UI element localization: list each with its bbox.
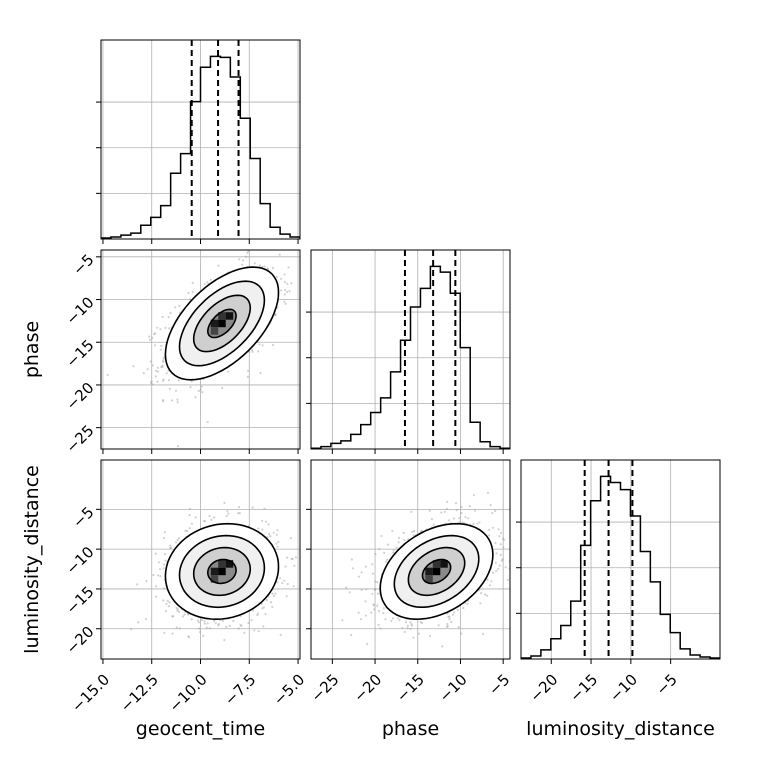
- x-tick-label-geocent_time: −15.0: [68, 671, 113, 716]
- y-tick-label-luminosity_distance: −10: [62, 543, 97, 578]
- x-tick-label-phase: −20: [350, 671, 385, 706]
- y-tick-label-phase: −20: [62, 379, 97, 414]
- y-tick-label-luminosity_distance: −5: [69, 503, 97, 531]
- x-tick-label-luminosity_distance: −15: [566, 671, 601, 706]
- contour-line: [407, 546, 466, 597]
- x-tick-label-phase: −5: [485, 671, 513, 699]
- y-tick-label-phase: −10: [62, 293, 97, 328]
- joint-panel-phase-luminosity_distance: [306, 459, 511, 664]
- x-axis-label-luminosity_distance: luminosity_distance: [526, 718, 715, 740]
- x-tick-label-luminosity_distance: −5: [653, 671, 681, 699]
- contour-line: [379, 522, 494, 621]
- joint-plot-area: [311, 460, 510, 659]
- y-tick-label-luminosity_distance: −15: [62, 583, 97, 618]
- contour-line: [206, 308, 237, 339]
- histogram-panel-phase: [306, 249, 511, 454]
- histogram-step: [101, 55, 300, 239]
- contour-line: [393, 534, 480, 608]
- x-tick-label-geocent_time: −10.0: [166, 671, 211, 716]
- y-tick-label-luminosity_distance: −20: [62, 623, 97, 658]
- contour-line: [178, 280, 266, 367]
- y-tick-label-phase: −5: [69, 251, 97, 279]
- axes-frame: [310, 459, 511, 660]
- grid: [521, 460, 720, 659]
- histogram-panel-geocent_time: [96, 39, 301, 244]
- histogram-step: [311, 265, 510, 449]
- x-tick-label-phase: −10: [436, 671, 471, 706]
- density-core: [210, 560, 234, 583]
- y-tick-label-phase: −25: [62, 421, 97, 456]
- contour-line: [421, 558, 452, 585]
- x-tick-label-luminosity_distance: −10: [606, 671, 641, 706]
- x-tick-label-phase: −15: [393, 671, 428, 706]
- x-tick-label-geocent_time: −12.5: [117, 671, 162, 716]
- joint-plot-area: [101, 460, 300, 659]
- x-tick-label-luminosity_distance: −20: [526, 671, 561, 706]
- contour-line: [192, 294, 252, 353]
- x-axis-label-phase: phase: [382, 718, 439, 740]
- contour-line: [206, 558, 237, 585]
- histogram-panel-luminosity_distance: [516, 459, 721, 664]
- joint-panel-geocent_time-phase: [96, 249, 301, 454]
- contour-line: [164, 266, 280, 381]
- y-tick-label-phase: −15: [62, 336, 97, 371]
- axes-frame: [520, 459, 721, 660]
- contour-line: [178, 534, 266, 609]
- x-tick-label-geocent_time: −7.5: [221, 671, 259, 709]
- y-axis-label-phase: phase: [21, 321, 43, 378]
- grid: [311, 250, 510, 449]
- density-core: [425, 560, 448, 583]
- y-axis-label-luminosity_distance: luminosity_distance: [21, 465, 43, 654]
- x-tick-label-geocent_time: −5.0: [270, 671, 308, 709]
- contour-line: [164, 522, 280, 621]
- x-tick-label-phase: −25: [307, 671, 342, 706]
- joint-panel-geocent_time-luminosity_distance: [96, 459, 301, 664]
- histogram-step: [521, 475, 720, 659]
- axes-frame: [310, 249, 511, 450]
- contour-line: [192, 546, 252, 597]
- joint-plot-area: [101, 250, 300, 449]
- density-core: [210, 312, 234, 335]
- x-axis-label-geocent_time: geocent_time: [136, 718, 265, 740]
